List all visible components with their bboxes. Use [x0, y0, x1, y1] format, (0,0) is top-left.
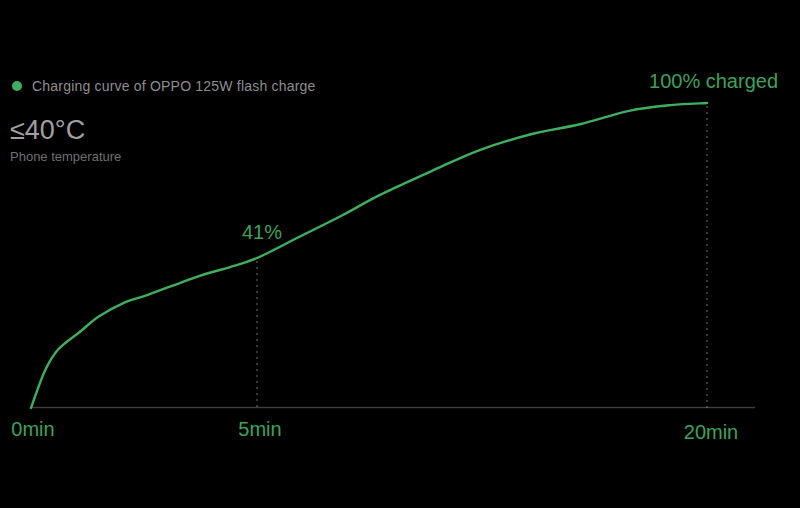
x-tick-0min: 0min: [11, 418, 54, 441]
temperature-note: ≤40°C Phone temperature: [10, 116, 121, 164]
x-tick-20min: 20min: [684, 421, 738, 444]
temperature-value: ≤40°C: [10, 116, 121, 146]
legend: Charging curve of OPPO 125W flash charge: [12, 78, 315, 94]
charging-curve-chart: Charging curve of OPPO 125W flash charge…: [0, 0, 800, 508]
charging-curve-line: [31, 103, 707, 408]
legend-label: Charging curve of OPPO 125W flash charge: [32, 78, 315, 94]
temperature-caption: Phone temperature: [10, 149, 121, 164]
legend-dot-icon: [12, 81, 22, 91]
annotation-41-percent: 41%: [242, 221, 282, 244]
x-tick-5min: 5min: [238, 418, 281, 441]
annotation-100-percent: 100% charged: [649, 70, 778, 93]
